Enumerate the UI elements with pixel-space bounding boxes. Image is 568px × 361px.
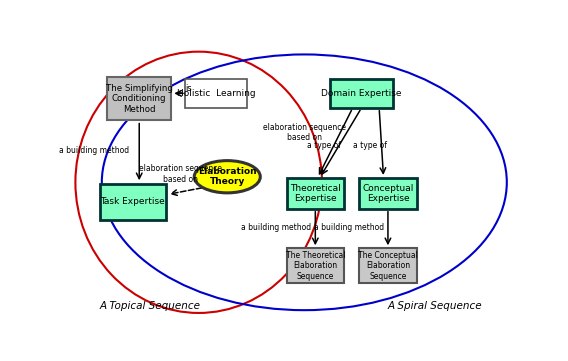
Ellipse shape xyxy=(194,161,260,193)
Text: The Conceptual
Elaboration
Sequence: The Conceptual Elaboration Sequence xyxy=(358,251,418,280)
Text: a type of: a type of xyxy=(307,141,341,150)
Text: The Simplifying
Conditioning
Method: The Simplifying Conditioning Method xyxy=(106,84,173,114)
FancyBboxPatch shape xyxy=(185,79,247,108)
Text: a building method: a building method xyxy=(59,146,130,155)
Text: Domain Expertise: Domain Expertise xyxy=(321,89,402,98)
Text: Conceptual
Expertise: Conceptual Expertise xyxy=(362,184,414,203)
FancyBboxPatch shape xyxy=(360,248,416,283)
Text: elaboration sequence
based on: elaboration sequence based on xyxy=(139,164,222,184)
FancyBboxPatch shape xyxy=(107,77,171,121)
FancyBboxPatch shape xyxy=(99,184,166,220)
Text: Elaboration
Theory: Elaboration Theory xyxy=(198,167,257,186)
Text: a building method: a building method xyxy=(314,223,384,232)
Text: Holistic  Learning: Holistic Learning xyxy=(177,89,256,98)
Text: a type of: a type of xyxy=(353,141,387,150)
FancyBboxPatch shape xyxy=(287,178,344,209)
Text: is: is xyxy=(186,84,193,93)
Text: A Topical Sequence: A Topical Sequence xyxy=(99,301,201,311)
Text: A Spiral Sequence: A Spiral Sequence xyxy=(388,301,483,311)
Text: elaboration sequence
based on: elaboration sequence based on xyxy=(263,123,346,142)
Text: The Theoretical
Elaboration
Sequence: The Theoretical Elaboration Sequence xyxy=(286,251,345,280)
Text: Task Expertise: Task Expertise xyxy=(101,197,165,206)
FancyBboxPatch shape xyxy=(287,248,344,283)
Text: a building method: a building method xyxy=(241,223,311,232)
FancyBboxPatch shape xyxy=(360,178,416,209)
Text: Theoretical
Expertise: Theoretical Expertise xyxy=(290,184,341,203)
FancyBboxPatch shape xyxy=(329,79,394,108)
